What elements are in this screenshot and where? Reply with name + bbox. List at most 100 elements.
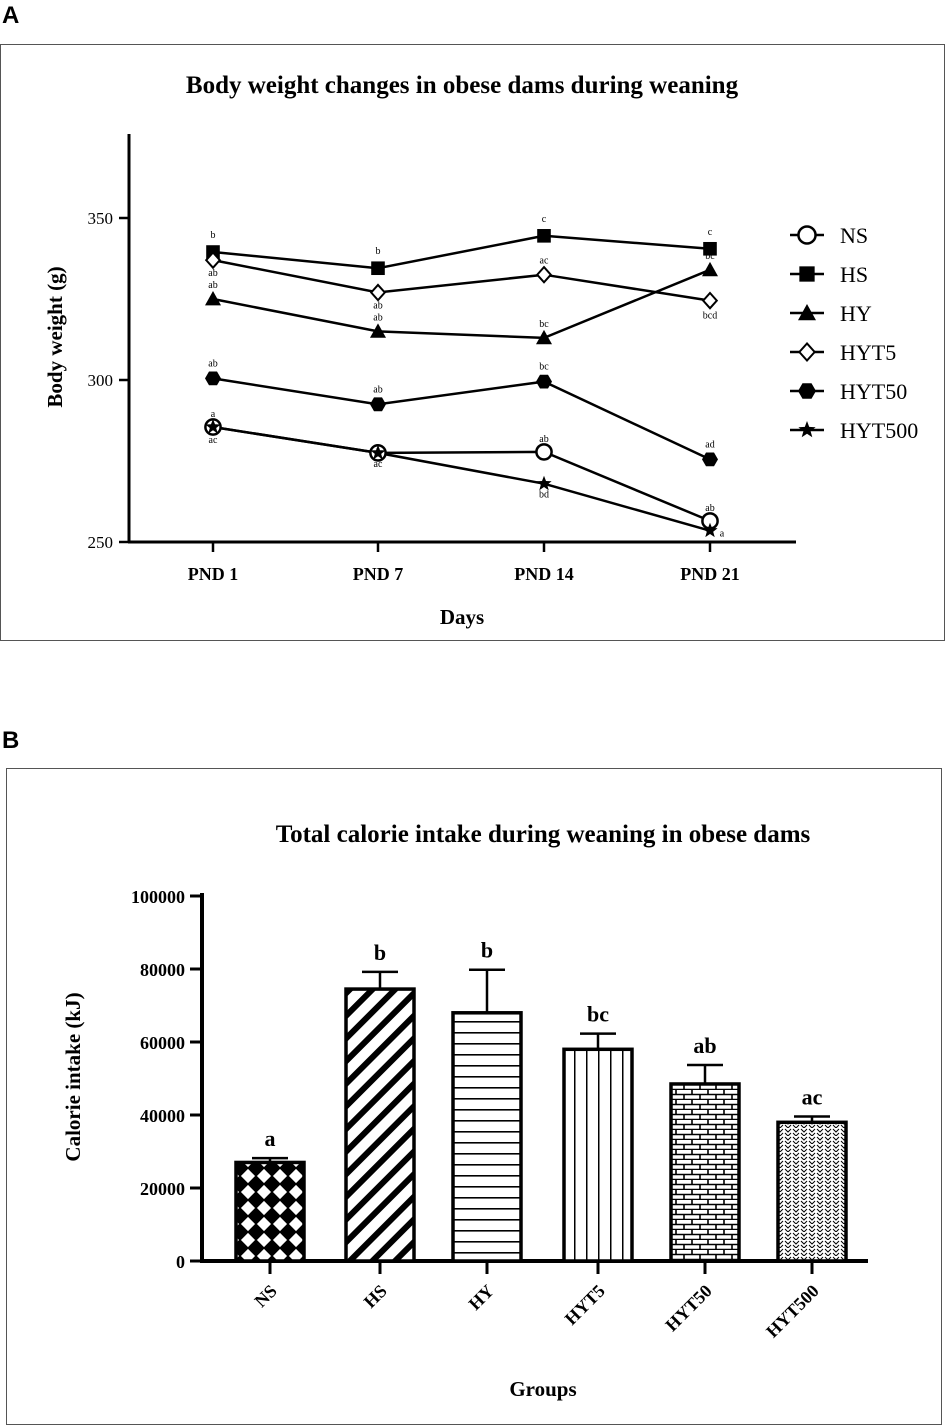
legend-marker-hy bbox=[798, 304, 816, 321]
bar-chart-xtick-label: HY bbox=[465, 1281, 498, 1314]
sig-label: ab bbox=[208, 358, 217, 369]
sig-label: b bbox=[376, 246, 381, 257]
line-chart-ytick-label: 350 bbox=[88, 209, 114, 228]
legend-marker-hyt50 bbox=[798, 383, 816, 399]
data-point-hy bbox=[205, 291, 221, 306]
bar-chart-ytick-label: 20000 bbox=[140, 1179, 185, 1199]
legend-label-hyt500: HYT500 bbox=[840, 418, 918, 443]
line-chart-xtick-label: PND 14 bbox=[514, 564, 574, 584]
bar-chart-xtick-label: HYT500 bbox=[762, 1281, 823, 1342]
bar-hyt5 bbox=[562, 1047, 634, 1263]
series-line-hyt500 bbox=[212, 425, 711, 532]
series-line-hs bbox=[212, 234, 711, 270]
bar-chart-xtick-label: HYT50 bbox=[661, 1281, 715, 1335]
bar-chart-ytick-label: 40000 bbox=[140, 1106, 185, 1126]
sig-label: ab bbox=[705, 503, 714, 514]
data-point-hyt50 bbox=[702, 452, 718, 467]
legend-marker-hyt500 bbox=[798, 421, 816, 438]
bar-chart-ytick-label: 100000 bbox=[131, 887, 185, 907]
bar-chart-xlabel: Groups bbox=[509, 1377, 576, 1401]
bar-sig-label: ab bbox=[693, 1033, 716, 1058]
data-point-hyt500 bbox=[370, 444, 386, 460]
sig-label: ad bbox=[705, 439, 714, 450]
bar-hs bbox=[344, 987, 416, 1263]
data-point-hyt50 bbox=[536, 374, 552, 389]
data-point-hs bbox=[703, 241, 717, 256]
data-point-hy bbox=[370, 323, 386, 338]
line-chart-xtick-label: PND 21 bbox=[680, 564, 740, 584]
line-chart-ytick-label: 250 bbox=[88, 533, 114, 552]
data-point-hyt5 bbox=[369, 283, 387, 302]
sig-label: ac bbox=[374, 459, 383, 470]
bar-ns bbox=[234, 1160, 306, 1263]
data-point-hyt50 bbox=[205, 371, 221, 386]
panel-label-a: A bbox=[2, 2, 20, 29]
sig-label: bc bbox=[705, 251, 715, 262]
bar-sig-label: bc bbox=[587, 1002, 609, 1027]
series-line-hyt50 bbox=[212, 377, 711, 461]
sig-label: ab bbox=[208, 280, 217, 291]
sig-label: ac bbox=[209, 435, 218, 446]
sig-label: bc bbox=[539, 362, 549, 373]
legend-marker-hyt5 bbox=[798, 341, 816, 363]
data-point-hy bbox=[702, 261, 718, 277]
sig-label: ac bbox=[540, 256, 549, 267]
line-chart-ytick-label: 300 bbox=[88, 371, 114, 390]
data-point-hyt500 bbox=[702, 522, 718, 538]
line-chart-xlabel: Days bbox=[440, 605, 484, 629]
data-point-hs bbox=[371, 261, 385, 276]
bar-chart-ytick-label: 60000 bbox=[140, 1033, 185, 1053]
data-point-hyt5 bbox=[204, 251, 222, 270]
sig-label: bc bbox=[539, 319, 549, 330]
data-point-ns bbox=[535, 443, 553, 461]
sig-label: ab bbox=[539, 434, 548, 445]
line-chart-title: Body weight changes in obese dams during… bbox=[186, 72, 739, 99]
series-line-hy bbox=[212, 268, 711, 340]
bar-chart-ytick-label: 80000 bbox=[140, 960, 185, 980]
legend-label-hyt50: HYT50 bbox=[840, 379, 907, 404]
legend-label-hyt5: HYT5 bbox=[840, 340, 896, 365]
line-chart-xtick-label: PND 7 bbox=[353, 564, 404, 584]
sig-label: ab bbox=[373, 301, 382, 312]
data-point-hyt500 bbox=[205, 419, 221, 434]
sig-label: b bbox=[211, 230, 216, 241]
legend-label-hy: HY bbox=[840, 301, 872, 326]
bar-hyt50 bbox=[669, 1082, 741, 1263]
sig-label: ab bbox=[208, 268, 217, 279]
panel-label-b: B bbox=[2, 727, 20, 754]
panel-b-frame bbox=[6, 768, 942, 1425]
data-point-hy bbox=[536, 329, 552, 345]
sig-label: bd bbox=[539, 490, 549, 501]
data-point-hyt5 bbox=[535, 265, 553, 284]
legend-marker-ns bbox=[797, 225, 817, 245]
bar-chart-ylabel: Calorie intake (kJ) bbox=[61, 992, 85, 1161]
series-line-hyt5 bbox=[212, 258, 711, 302]
bar-sig-label: b bbox=[374, 940, 386, 965]
sig-label: c bbox=[708, 227, 713, 238]
bar-hyt500 bbox=[776, 1120, 848, 1263]
bar-chart-xtick-label: HYT5 bbox=[561, 1281, 609, 1329]
sig-label: bcd bbox=[703, 311, 717, 322]
data-point-hyt500 bbox=[536, 475, 552, 491]
sig-label: ab bbox=[373, 312, 382, 323]
legend-label-hs: HS bbox=[840, 262, 868, 287]
bar-sig-label: a bbox=[265, 1126, 276, 1151]
bar-sig-label: b bbox=[481, 938, 493, 963]
data-point-hyt50 bbox=[370, 397, 386, 412]
bar-chart-ytick-label: 0 bbox=[176, 1252, 185, 1272]
bar-hy bbox=[451, 1011, 523, 1263]
bar-chart-title: Total calorie intake during weaning in o… bbox=[276, 821, 811, 848]
legend-marker-hs bbox=[799, 266, 815, 282]
bar-chart-xtick-label: HS bbox=[360, 1281, 391, 1312]
series-line-ns bbox=[212, 425, 711, 523]
data-point-hyt5 bbox=[701, 291, 719, 310]
sig-label: a bbox=[720, 529, 725, 540]
line-chart-xtick-label: PND 1 bbox=[188, 564, 239, 584]
legend-label-ns: NS bbox=[840, 223, 868, 248]
bar-chart-xtick-label: NS bbox=[250, 1281, 280, 1311]
data-point-hs bbox=[537, 229, 551, 243]
sig-label: c bbox=[542, 214, 547, 225]
sig-label: ab bbox=[373, 384, 382, 395]
line-chart-ylabel: Body weight (g) bbox=[43, 266, 67, 407]
